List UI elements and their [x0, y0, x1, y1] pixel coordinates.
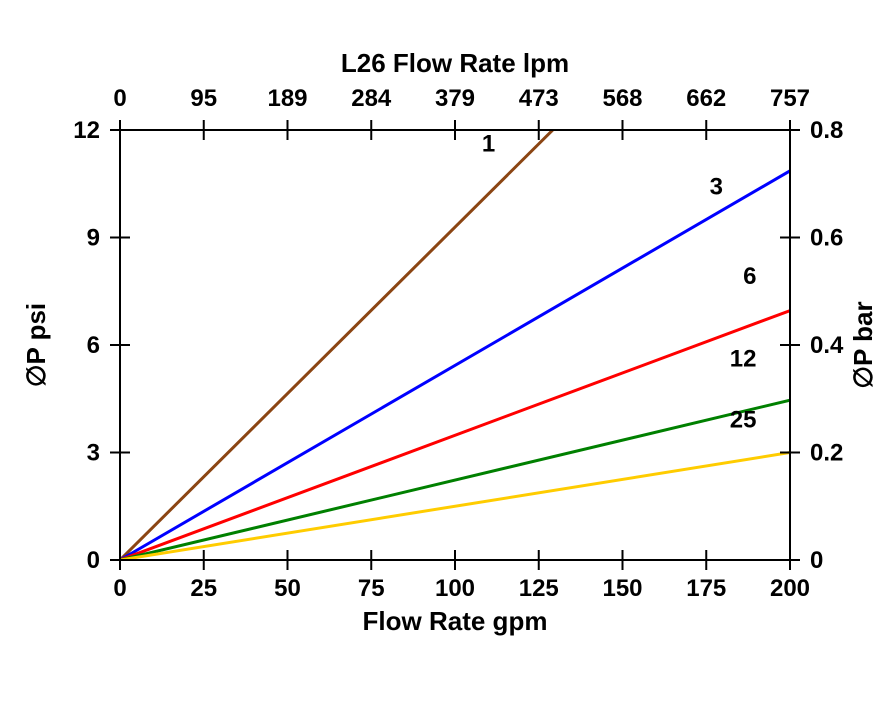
- xtick-label-bottom: 25: [190, 575, 217, 602]
- xtick-label-top: 473: [519, 85, 559, 112]
- xtick-label-bottom: 125: [519, 575, 559, 602]
- xtick-label-top: 568: [602, 85, 642, 112]
- series-label-25: 25: [730, 406, 757, 433]
- xtick-label-bottom: 100: [435, 575, 475, 602]
- xtick-label-top: 284: [351, 85, 392, 112]
- series-label-1: 1: [482, 131, 495, 158]
- xtick-label-top: 757: [770, 85, 810, 112]
- ytick-label-right: 0.2: [810, 440, 843, 467]
- xtick-label-top: 379: [435, 85, 475, 112]
- xtick-label-bottom: 0: [113, 575, 126, 602]
- ytick-label-right: 0.8: [810, 117, 843, 144]
- x-axis-title-top: L26 Flow Rate lpm: [341, 48, 569, 78]
- series-label-12: 12: [730, 346, 757, 373]
- xtick-label-top: 662: [686, 85, 726, 112]
- series-label-3: 3: [710, 174, 723, 201]
- chart-svg: 0255075100125150175200Flow Rate gpm09518…: [0, 0, 890, 726]
- ytick-label-left: 6: [87, 332, 100, 359]
- ytick-label-left: 3: [87, 440, 100, 467]
- x-axis-title-bottom: Flow Rate gpm: [363, 606, 548, 636]
- xtick-label-top: 189: [267, 85, 307, 112]
- ytick-label-right: 0.4: [810, 332, 844, 359]
- xtick-label-bottom: 50: [274, 575, 301, 602]
- xtick-label-bottom: 200: [770, 575, 810, 602]
- xtick-label-bottom: 75: [358, 575, 385, 602]
- xtick-label-bottom: 150: [602, 575, 642, 602]
- y-axis-title-left: ∅P psi: [21, 303, 51, 387]
- ytick-label-left: 12: [73, 117, 100, 144]
- xtick-label-bottom: 175: [686, 575, 726, 602]
- series-label-6: 6: [743, 263, 756, 290]
- chart-container: 0255075100125150175200Flow Rate gpm09518…: [0, 0, 890, 726]
- ytick-label-right: 0: [810, 547, 823, 574]
- ytick-label-left: 9: [87, 225, 100, 252]
- ytick-label-right: 0.6: [810, 225, 843, 252]
- xtick-label-top: 0: [113, 85, 126, 112]
- xtick-label-top: 95: [190, 85, 217, 112]
- y-axis-title-right: ∅P bar: [848, 301, 878, 388]
- ytick-label-left: 0: [87, 547, 100, 574]
